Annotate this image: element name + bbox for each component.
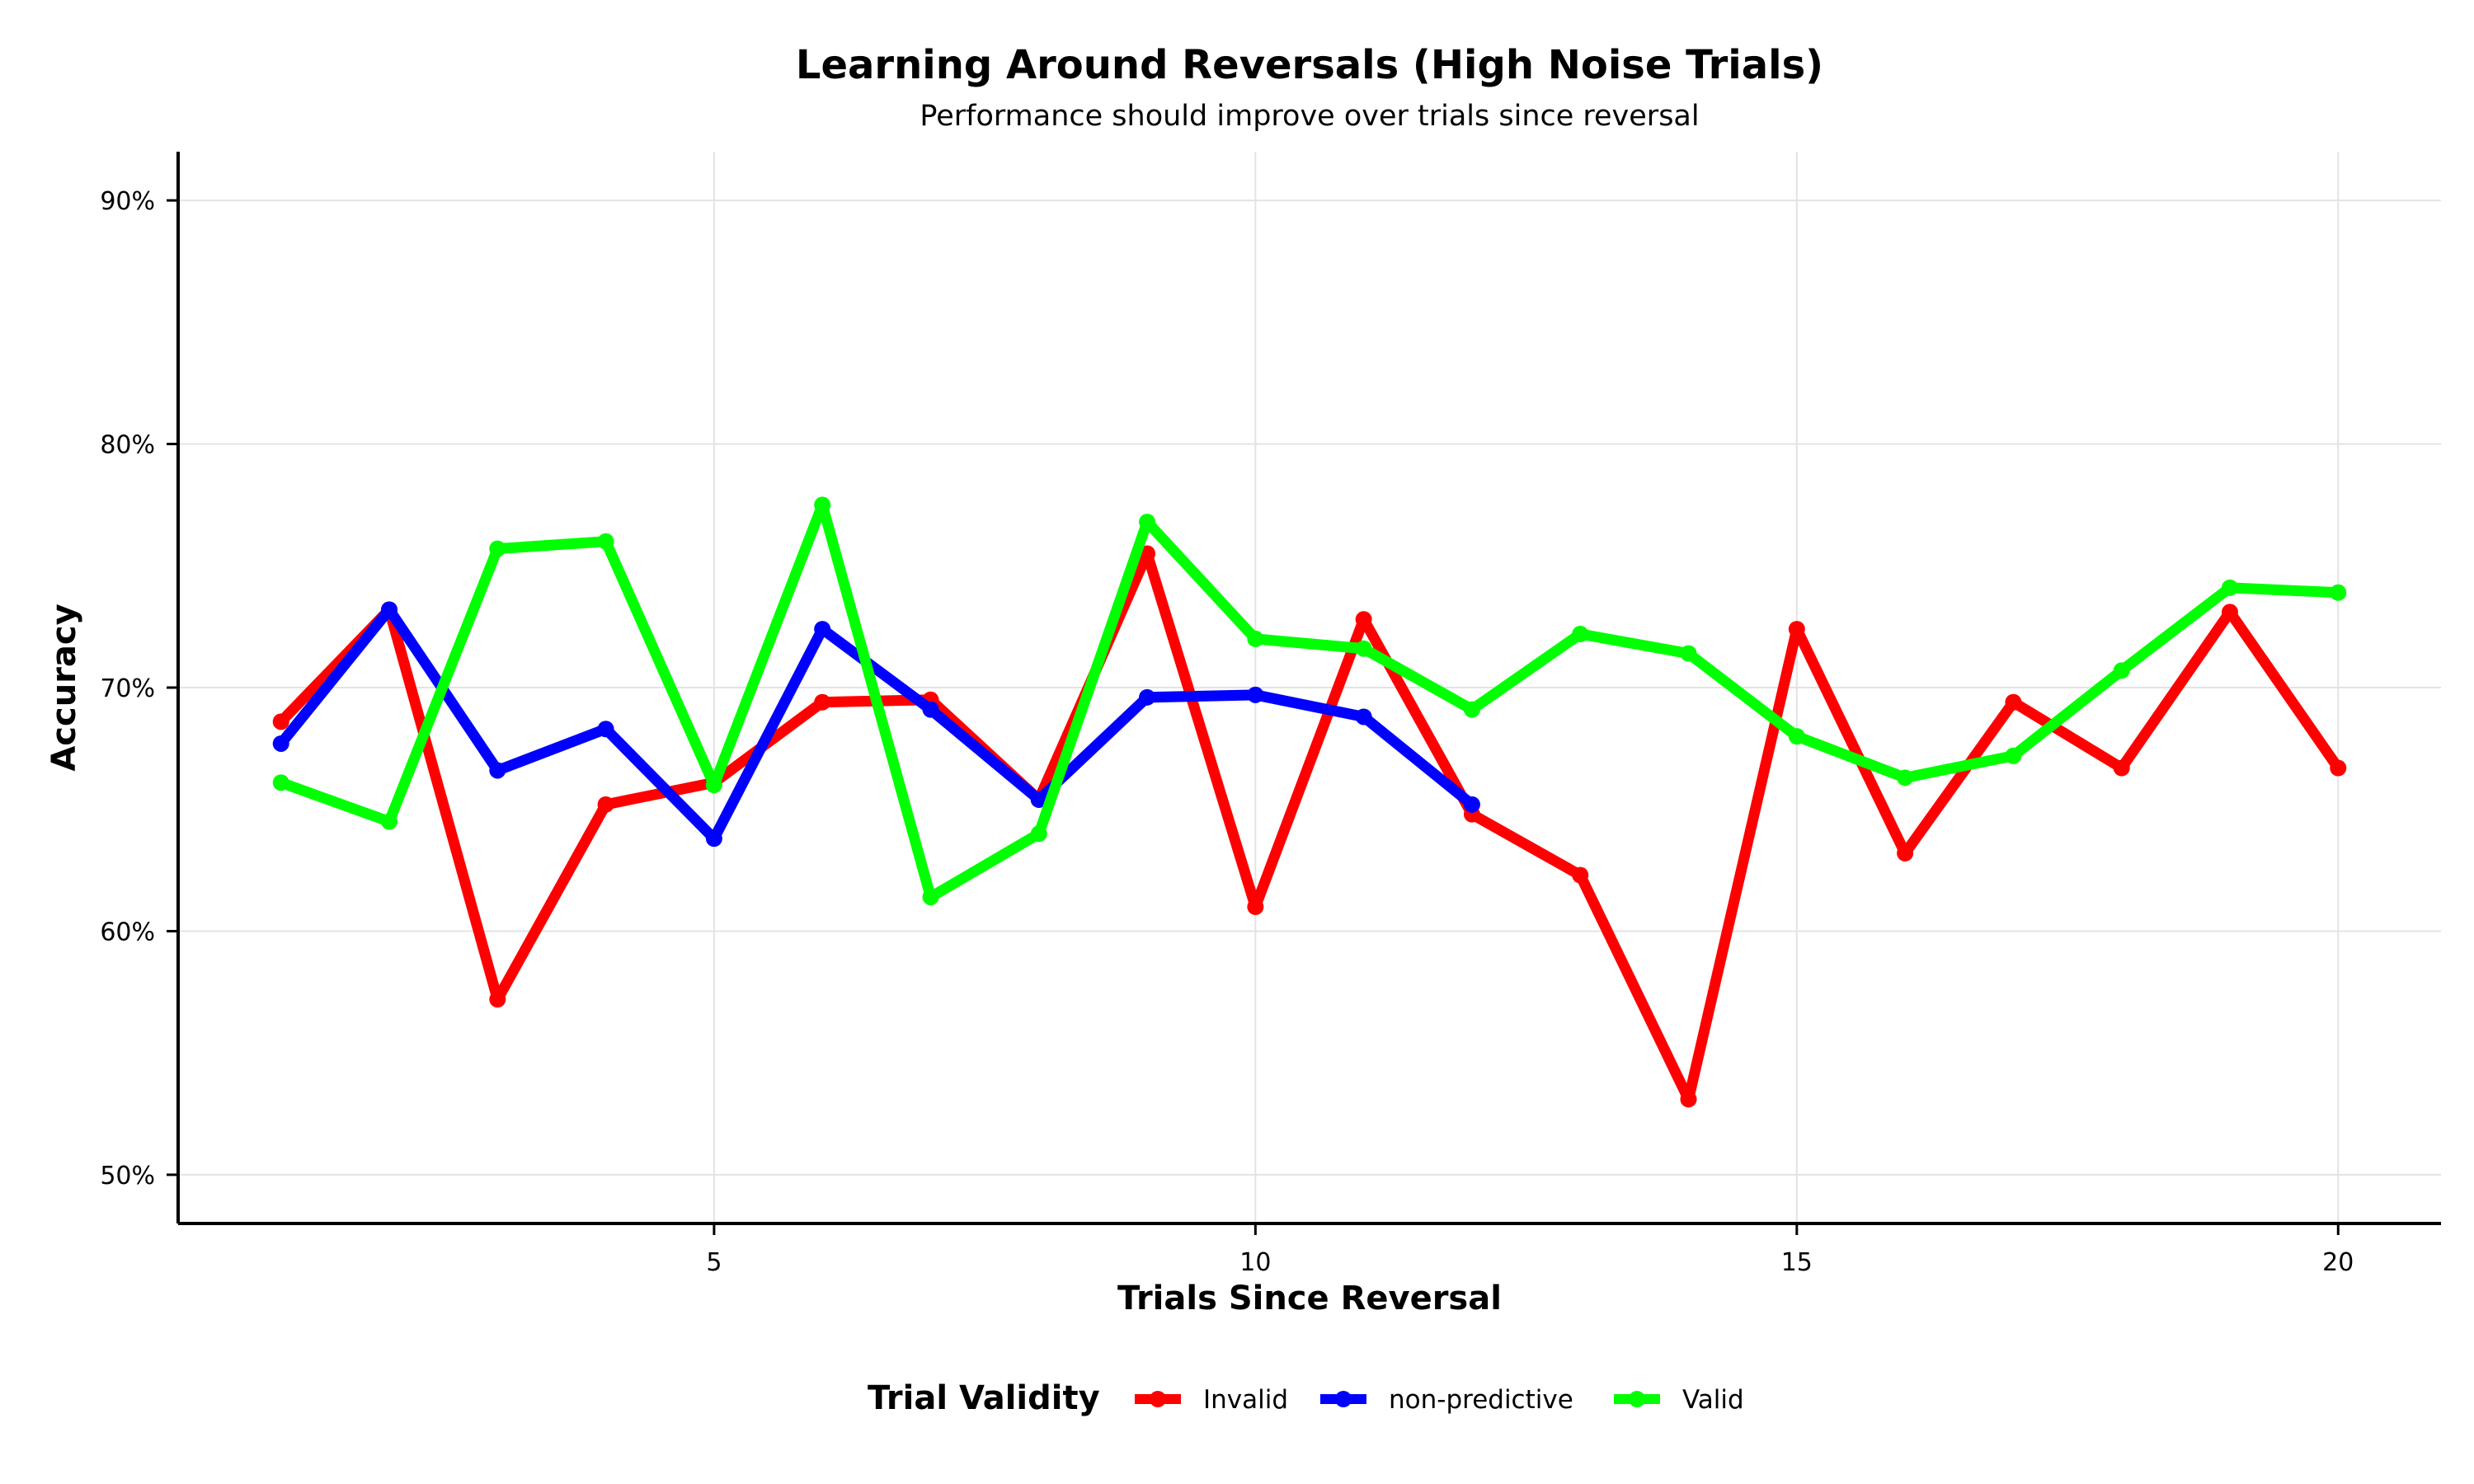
data-point-valid <box>1572 626 1589 642</box>
data-point-invalid <box>814 693 831 711</box>
legend-label: Invalid <box>1203 1385 1288 1415</box>
y-tick-label: 50% <box>100 1162 155 1190</box>
y-tick-label: 60% <box>100 918 155 946</box>
x-axis-ticks: 5 10 15 20 <box>706 1223 2354 1277</box>
chart-subtitle: Performance should improve over trials s… <box>920 100 1699 133</box>
data-point-invalid <box>1788 621 1805 638</box>
data-point-non-predictive <box>489 762 506 779</box>
legend-title: Trial Validity <box>868 1379 1100 1417</box>
series-non-predictive <box>272 601 1480 848</box>
data-point-non-predictive <box>1355 708 1372 726</box>
series-valid <box>272 496 2347 906</box>
data-point-valid <box>1030 825 1047 843</box>
legend-label: Valid <box>1682 1385 1744 1415</box>
data-point-invalid <box>272 713 289 730</box>
x-tick-label: 20 <box>2322 1248 2354 1277</box>
data-point-non-predictive <box>381 601 398 618</box>
data-point-non-predictive <box>1139 688 1156 706</box>
series-invalid <box>272 545 2347 1108</box>
data-point-valid <box>2221 579 2238 596</box>
data-point-valid <box>272 774 289 791</box>
series-line-valid <box>275 499 2344 903</box>
data-point-non-predictive <box>814 621 831 638</box>
data-point-valid <box>489 540 506 557</box>
data-point-non-predictive <box>272 735 289 752</box>
data-point-non-predictive <box>1247 686 1264 703</box>
data-point-invalid <box>1355 611 1372 628</box>
legend-swatch-point <box>1335 1391 1352 1407</box>
data-point-valid <box>381 813 398 830</box>
data-point-non-predictive <box>1463 796 1480 813</box>
data-point-non-predictive <box>597 721 614 738</box>
series-line-non-predictive <box>275 603 1478 844</box>
x-axis-title: Trials Since Reversal <box>1117 1280 1502 1317</box>
data-point-valid <box>2113 662 2130 679</box>
data-point-valid <box>2330 584 2347 601</box>
data-point-invalid <box>2330 759 2347 777</box>
data-point-valid <box>1247 630 1264 647</box>
legend-item-invalid: Invalid <box>1135 1385 1288 1415</box>
chart-title: Learning Around Reversals (High Noise Tr… <box>796 42 1823 88</box>
data-point-invalid <box>597 796 614 813</box>
data-point-valid <box>1463 701 1480 718</box>
series-layer <box>272 496 2347 1108</box>
data-point-non-predictive <box>1030 791 1047 808</box>
data-point-non-predictive <box>705 830 722 848</box>
legend-swatch-point <box>1629 1391 1645 1407</box>
data-point-valid <box>1355 640 1372 657</box>
x-tick-label: 5 <box>706 1248 722 1277</box>
legend-swatch-point <box>1150 1391 1166 1407</box>
y-tick-label: 70% <box>100 674 155 703</box>
legend-item-valid: Valid <box>1614 1385 1744 1415</box>
data-point-invalid <box>489 991 506 1008</box>
legend-items: Invalid non-predictive Valid <box>1135 1385 1744 1415</box>
data-point-valid <box>2005 747 2022 764</box>
data-point-valid <box>705 777 722 794</box>
data-point-valid <box>1788 728 1805 745</box>
data-point-invalid <box>1247 898 1264 915</box>
data-point-invalid <box>1897 844 1914 862</box>
data-point-valid <box>814 496 831 514</box>
legend-label: non-predictive <box>1389 1385 1573 1415</box>
y-axis-title: Accuracy <box>45 603 83 771</box>
legend-item-non-predictive: non-predictive <box>1320 1385 1573 1415</box>
y-tick-label: 80% <box>100 431 155 460</box>
legend: Trial Validity Invalid non-predictive Vali… <box>868 1379 1744 1417</box>
data-point-invalid <box>1680 1091 1697 1108</box>
data-point-valid <box>1680 645 1697 662</box>
data-point-invalid <box>1572 866 1589 884</box>
y-tick-label: 90% <box>100 187 155 216</box>
x-tick-label: 10 <box>1239 1248 1271 1277</box>
data-point-valid <box>922 889 939 906</box>
data-point-valid <box>1897 769 1914 787</box>
series-line-invalid <box>275 548 2344 1105</box>
data-point-non-predictive <box>922 701 939 718</box>
data-point-invalid <box>2005 693 2022 711</box>
y-gridlines <box>178 200 2441 1176</box>
data-point-invalid <box>2221 603 2238 621</box>
y-axis-ticks: 50% 60% 70% 80% 90% <box>100 187 178 1190</box>
data-point-invalid <box>2113 759 2130 777</box>
data-point-valid <box>1139 514 1156 531</box>
x-tick-label: 15 <box>1781 1248 1813 1277</box>
data-point-valid <box>597 533 614 550</box>
